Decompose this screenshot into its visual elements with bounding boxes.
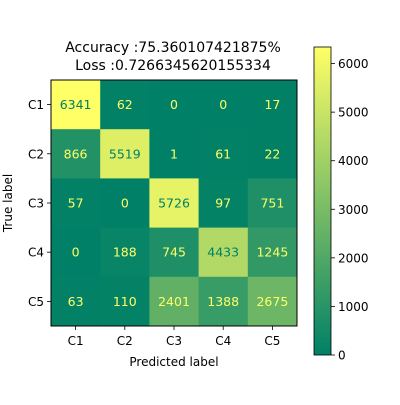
y-tick-label: C4: [28, 246, 44, 260]
y-tick-label: C5: [28, 295, 44, 309]
cell-value-label: 188: [113, 245, 137, 260]
heatmap-cell: [100, 227, 150, 278]
x-axis-label: Predicted label: [129, 355, 218, 369]
x-tick-label: C2: [117, 334, 133, 348]
y-axis-ticks: C1 C2 C3 C4 C5: [28, 98, 51, 309]
heatmap-cell: [198, 276, 249, 327]
cell-value-label: 1388: [207, 294, 239, 309]
y-tick-label: C1: [28, 98, 44, 112]
heatmap-cell: [51, 178, 101, 229]
colorbar-tick-label: 4000: [338, 154, 369, 168]
y-tick-label: C3: [28, 197, 44, 211]
cell-value-label: 1245: [256, 245, 288, 260]
y-tick-label: C2: [28, 147, 44, 161]
x-tick-label: C4: [215, 334, 231, 348]
cell-value-label: 22: [264, 146, 280, 161]
heatmap-cell: [149, 80, 200, 130]
heatmap-cell: [247, 80, 298, 130]
cell-value-label: 0: [121, 196, 129, 211]
cell-value-label: 2675: [256, 294, 288, 309]
heatmap-cell: [51, 227, 101, 278]
heatmap-cell: [149, 227, 200, 278]
heatmap-cell: [100, 276, 150, 327]
x-tick-label: C1: [68, 334, 84, 348]
colorbar-tick-label: 5000: [338, 106, 369, 120]
heatmap-cell: [51, 80, 101, 130]
heatmap-cell: [100, 80, 150, 130]
heatmap-cell: [149, 129, 200, 179]
colorbar-tick-label: 0: [338, 349, 346, 363]
heatmap-cell: [198, 80, 249, 130]
cell-value-label: 2401: [158, 294, 190, 309]
cell-value-label: 0: [72, 245, 80, 260]
heatmap-cell: [149, 276, 200, 327]
heatmap-cell: [247, 129, 298, 179]
cell-value-label: 0: [170, 97, 178, 112]
chart-title-line-1: Accuracy :75.360107421875%: [65, 40, 281, 56]
heatmap-cell: [198, 227, 249, 278]
cell-value-label: 866: [64, 146, 88, 161]
cell-value-label: 57: [68, 196, 84, 211]
heatmap-cell: [100, 129, 150, 179]
cell-value-label: 6341: [60, 97, 92, 112]
heatmap-cell: [51, 129, 101, 179]
cell-value-label: 751: [260, 196, 284, 211]
x-tick-label: C3: [166, 334, 182, 348]
cell-value-label: 110: [113, 294, 137, 309]
cell-value-label: 1: [170, 146, 178, 161]
heatmap-cell: [198, 129, 249, 179]
heatmap-cell: [247, 227, 298, 278]
cell-value-label: 63: [68, 294, 84, 309]
heatmap-cell: [198, 178, 249, 229]
cell-value-label: 17: [264, 97, 280, 112]
colorbar-tick-label: 3000: [338, 203, 369, 217]
heatmap-cell-labels: 6341 62 0 0 17 866 5519 1 61 22 57 0 5726 97 751 0 188 74…: [60, 97, 289, 309]
cell-value-label: 62: [117, 97, 133, 112]
x-tick-label: C5: [264, 334, 280, 348]
y-axis-label: True label: [1, 174, 15, 233]
colorbar: [313, 46, 332, 356]
heatmap-cells: [51, 80, 298, 327]
heatmap-cell: [51, 276, 101, 327]
cell-value-label: 4433: [207, 245, 239, 260]
cell-value-label: 5519: [109, 146, 141, 161]
heatmap-cell: [247, 276, 298, 327]
cell-value-label: 745: [162, 245, 186, 260]
colorbar-tick-label: 1000: [338, 300, 369, 314]
x-axis-ticks: C1 C2 C3 C4 C5: [68, 326, 280, 348]
heatmap-cell: [247, 178, 298, 229]
cell-value-label: 0: [219, 97, 227, 112]
cell-value-label: 97: [215, 196, 231, 211]
colorbar-tick-label: 2000: [338, 251, 369, 265]
chart-title-line-2: Loss :0.7266345620155334: [75, 58, 271, 74]
cell-value-label: 61: [215, 146, 231, 161]
heatmap-cell: [149, 178, 200, 229]
heatmap-cell: [100, 178, 150, 229]
cell-value-label: 5726: [158, 196, 190, 211]
colorbar-ticks: 0 1000 2000 3000 4000 5000 6000: [331, 57, 369, 363]
colorbar-tick-label: 6000: [338, 57, 369, 71]
